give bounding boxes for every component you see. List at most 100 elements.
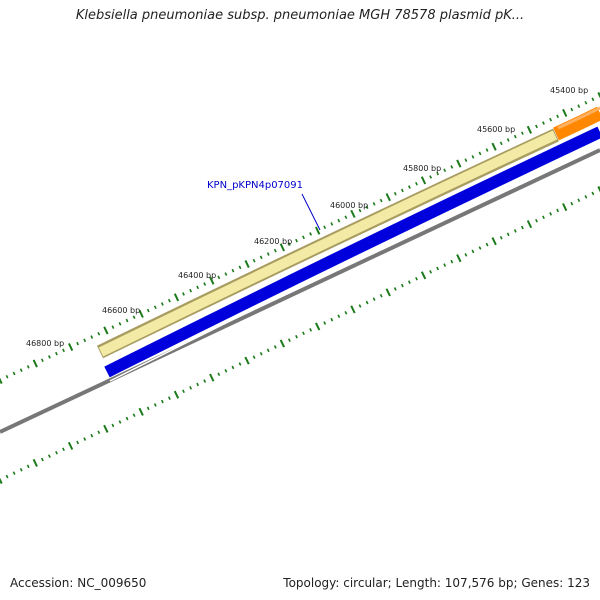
outer-tick-mark (90, 335, 94, 339)
topology-summary-text: Topology: circular; Length: 107,576 bp; … (283, 576, 590, 590)
inner-tick-mark (535, 218, 538, 223)
outer-tick-mark (244, 259, 250, 269)
outer-tick-mark (591, 97, 595, 102)
outer-tick-mark (273, 248, 277, 253)
outer-tick-mark (146, 308, 150, 313)
inner-tick-mark (295, 334, 298, 339)
outer-tick-mark (62, 348, 65, 353)
inner-tick-mark (287, 338, 291, 342)
cds-strand-feature[interactable] (104, 126, 600, 378)
inner-tick-mark (19, 467, 23, 472)
tick-label-46200: 46200 bp (254, 237, 292, 246)
inner-tick-mark (26, 464, 30, 469)
outer-tick-mark (76, 341, 80, 346)
gene-label[interactable]: KPN_pKPN4p07091 (207, 180, 303, 191)
inner-tick-mark (385, 288, 391, 297)
outer-tick-mark (189, 288, 193, 293)
outer-tick-mark (584, 100, 588, 105)
inner-tick-mark (217, 372, 221, 377)
inner-tick-mark (485, 242, 489, 247)
inner-tick-mark (464, 253, 468, 257)
inner-tick-mark (273, 345, 277, 349)
inner-tick-mark (189, 386, 193, 390)
inner-tick-mark (549, 212, 553, 216)
inner-tick-mark (499, 235, 503, 240)
outer-tick-mark (549, 117, 553, 122)
tick-label-46600: 46600 bp (102, 306, 140, 315)
inner-tick-mark (491, 237, 497, 246)
outer-tick-mark (19, 368, 23, 372)
inner-tick-mark (372, 297, 376, 301)
inner-tick-mark (450, 259, 454, 264)
inner-tick-mark (203, 379, 207, 383)
outer-tick-mark (577, 104, 581, 108)
outer-tick-mark (196, 285, 200, 290)
outer-tick-mark (570, 107, 574, 112)
outer-tick-mark (252, 258, 256, 263)
outer-tick-mark (420, 176, 427, 185)
inner-tick-mark (76, 440, 80, 445)
outer-tick-mark (506, 138, 510, 142)
outer-tick-mark (478, 151, 482, 156)
inner-tick-mark (238, 362, 242, 366)
outer-tick-mark (344, 215, 348, 220)
outer-tick-mark (287, 242, 291, 246)
inner-tick-mark (302, 331, 305, 336)
inner-tick-mark (562, 203, 568, 212)
gene-label-pointer (301, 193, 321, 231)
outer-tick-mark (0, 377, 3, 385)
inner-tick-mark (407, 280, 411, 284)
inner-tick-mark (132, 413, 136, 417)
inner-tick-mark (62, 447, 65, 452)
inner-tick-mark (279, 339, 285, 348)
outer-tick-mark (259, 255, 263, 260)
outer-tick-mark (323, 225, 327, 230)
inner-tick-mark (182, 389, 185, 394)
outer-tick-mark (32, 359, 38, 368)
orange-gene-feature[interactable] (553, 106, 600, 141)
outer-tick-mark (429, 175, 433, 179)
outer-tick-mark (302, 235, 305, 240)
outer-tick-mark (379, 198, 383, 203)
outer-tick-mark (393, 191, 397, 196)
inner-tick-mark (47, 454, 51, 458)
inner-tick-mark (429, 270, 433, 274)
outer-tick-mark (456, 159, 462, 168)
inner-tick-mark (436, 266, 440, 271)
inner-tick-mark (55, 450, 58, 455)
inner-tick-mark (323, 321, 327, 325)
outer-tick-mark (526, 125, 533, 134)
inner-tick-mark (32, 458, 38, 467)
plasmid-backbone (0, 148, 600, 434)
outer-tick-mark (485, 148, 489, 152)
tick-label-46000: 46000 bp (330, 201, 368, 210)
inner-tick-mark (570, 201, 574, 206)
tick-label-45600: 45600 bp (477, 125, 515, 134)
inner-tick-rail (0, 185, 600, 485)
outer-tick-mark (132, 315, 136, 320)
inner-tick-mark (597, 185, 600, 193)
inner-tick-mark (167, 396, 171, 400)
tick-label-45800: 45800 bp (403, 164, 441, 173)
inner-tick-mark (83, 437, 87, 441)
inner-tick-mark (415, 276, 418, 281)
outer-tick-mark (330, 222, 334, 226)
inner-tick-mark (526, 220, 533, 229)
outer-tick-mark (337, 218, 341, 223)
outer-tick-mark (400, 188, 404, 193)
inner-tick-mark (591, 191, 595, 196)
tick-label-45400: 45400 bp (550, 86, 588, 95)
outer-tick-mark (138, 309, 144, 318)
inner-tick-mark (5, 474, 9, 479)
inner-tick-mark (40, 457, 44, 462)
inner-tick-mark (542, 215, 545, 220)
outer-tick-mark (231, 268, 235, 273)
outer-tick-mark (26, 365, 30, 369)
inner-tick-mark (471, 249, 475, 254)
outer-tick-mark (217, 275, 221, 280)
outer-tick-mark (520, 131, 524, 135)
inner-tick-mark (244, 356, 250, 365)
outer-tick-mark (385, 193, 391, 202)
inner-tick-mark (138, 407, 144, 416)
